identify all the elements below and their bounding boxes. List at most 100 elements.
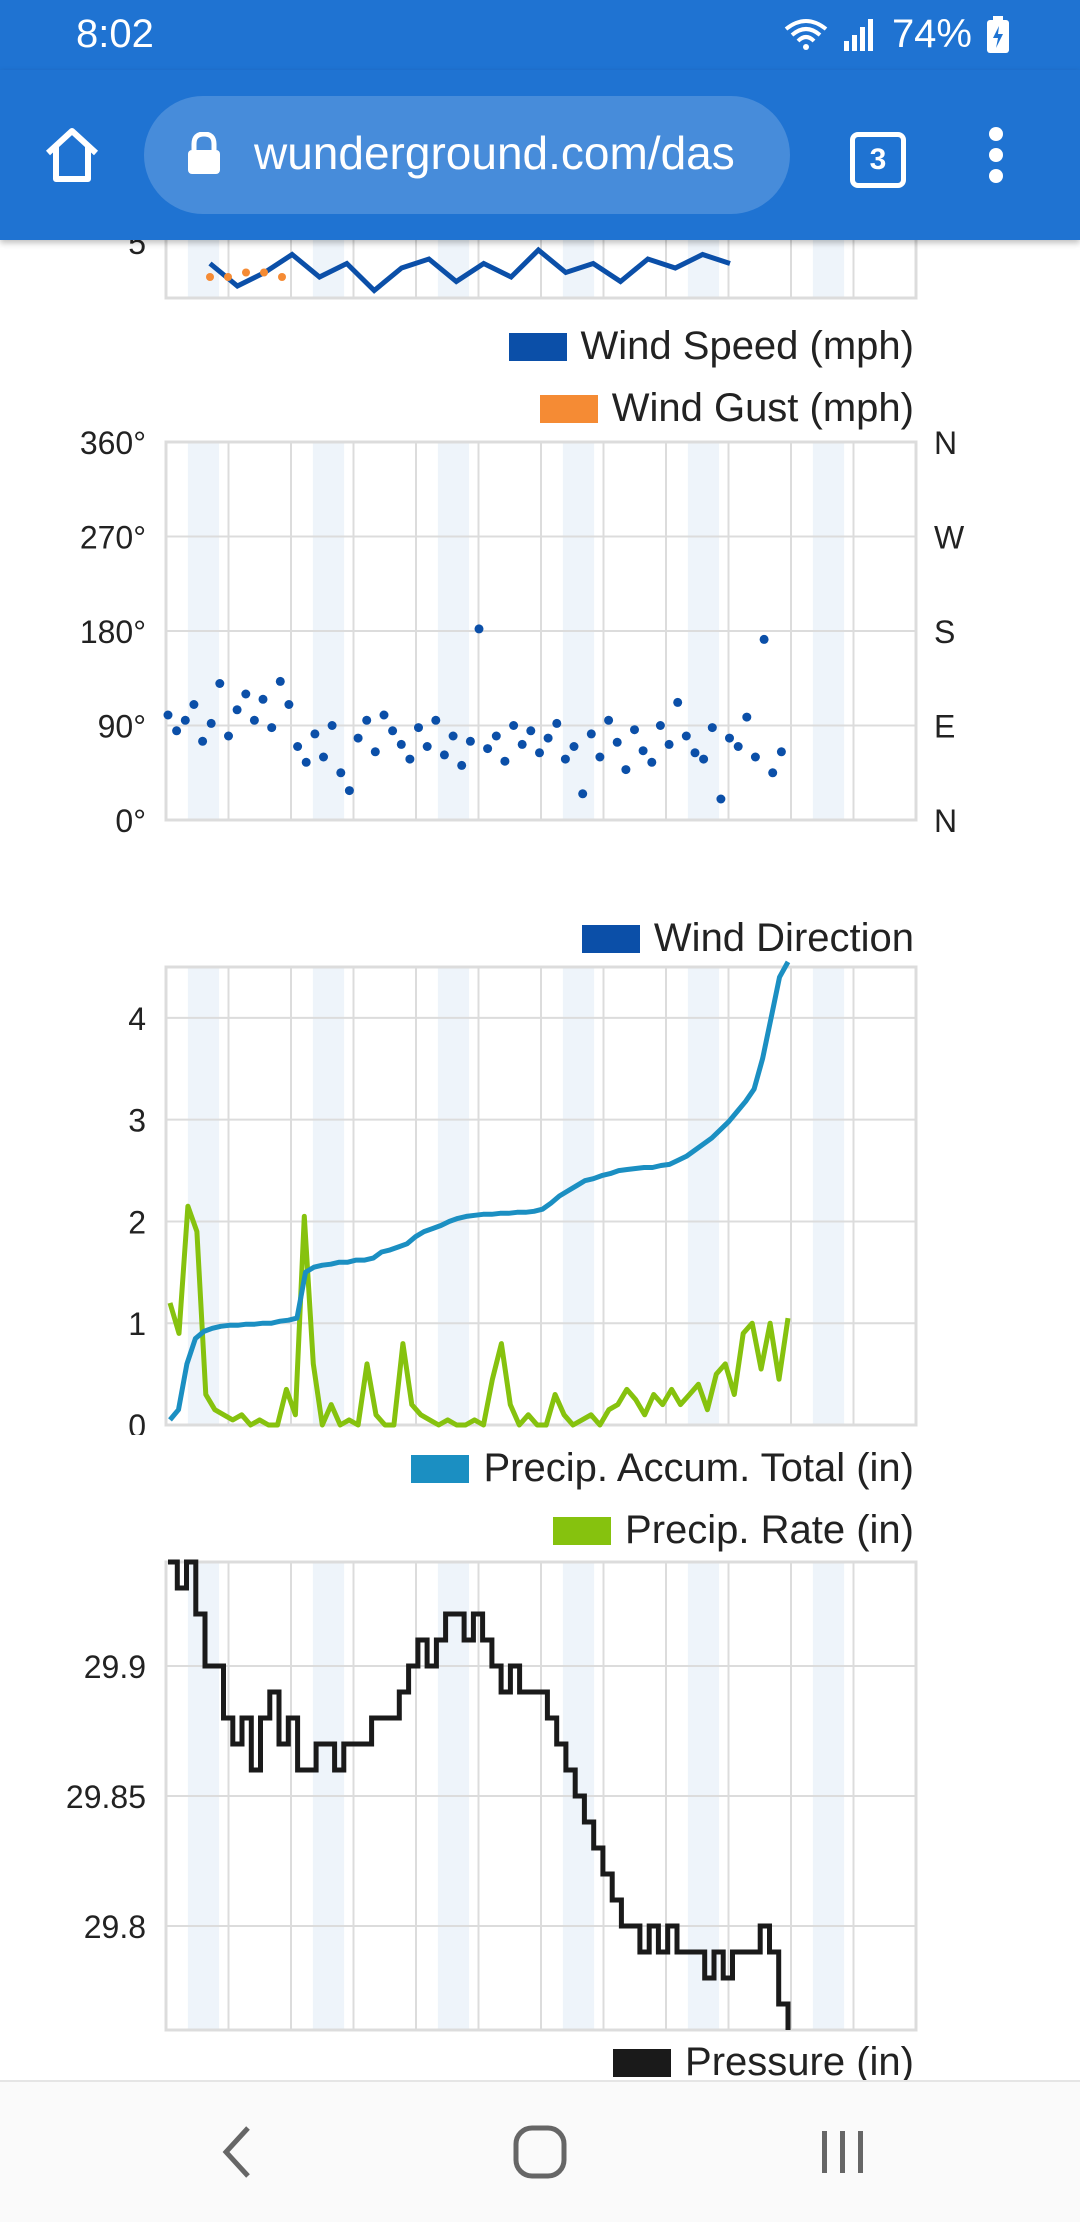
wind-dir-point [509, 721, 519, 730]
wind-dir-y-tick: 0° [115, 803, 146, 839]
wind-dir-right-tick: N [934, 430, 957, 461]
tab-switcher-button[interactable]: 3 [850, 132, 906, 188]
wind-dir-point [776, 747, 786, 757]
wind-dir-point [206, 718, 216, 728]
wind-dir-point [189, 700, 199, 709]
wind-dir-point [733, 742, 743, 751]
wind-dir-point [267, 723, 277, 733]
legend-pressure[interactable]: Pressure (in) [613, 2040, 914, 2080]
wind-dir-point [431, 715, 441, 725]
url-text[interactable]: wunderground.com/das [254, 127, 735, 179]
wind-speed-frame [164, 240, 918, 300]
precip-y-tick: 0 [128, 1408, 146, 1435]
wind-dir-point [655, 721, 665, 730]
wind-dir-point [457, 760, 467, 770]
dashboard-content[interactable]: 5 Wind Speed (mph) Wind Gust (mph) 360° N… [0, 240, 1080, 2080]
wind-direction-chart: 360° N 270° W 180° S 90° E 0° N [80, 430, 965, 839]
wind-dir-point [172, 726, 182, 736]
wind-dir-point [249, 715, 259, 725]
precip-y-tick: 4 [128, 1001, 146, 1037]
legend-precip-accum[interactable]: Precip. Accum. Total (in) [411, 1446, 914, 1491]
wind-dir-point [647, 757, 657, 767]
pressure-y-tick: 29.9 [84, 1649, 146, 1685]
wind-dir-right-tick: N [934, 803, 957, 839]
pressure-y-tick: 29.85 [66, 1779, 146, 1815]
wind-dir-point [284, 700, 294, 709]
wind-dir-point [517, 739, 527, 749]
wind-dir-point [439, 750, 449, 760]
wind-dir-point [319, 752, 328, 762]
wind-dir-point [543, 733, 553, 743]
wind-dir-point [362, 715, 372, 725]
wind-dir-point [604, 715, 614, 725]
wind-dir-point [414, 723, 423, 733]
legend-label-precip-accum: Precip. Accum. Total (in) [483, 1446, 914, 1490]
wind-dir-point [552, 718, 562, 728]
wind-gust-point [242, 268, 250, 277]
more-vert-icon[interactable] [986, 125, 1006, 185]
wind-speed-chart: 5 [128, 240, 918, 300]
precipitation-chart: 4 3 2 1 0 [128, 960, 918, 1435]
browser-toolbar: wunderground.com/das 3 [0, 70, 1080, 240]
wind-dir-point [578, 789, 588, 799]
status-bar: 8:02 74% [0, 0, 1080, 70]
battery-icon [987, 15, 1009, 53]
wind-dir-point [768, 768, 778, 778]
wind-dir-point [422, 742, 432, 751]
wind-speed-line [208, 246, 731, 294]
wind-dir-point [664, 739, 674, 749]
wind-dir-right-tick: W [934, 520, 965, 556]
wind-dir-point [699, 754, 709, 764]
precip-y-tick: 2 [128, 1204, 146, 1240]
legend-wind-gust[interactable]: Wind Gust (mph) [539, 386, 914, 431]
wind-dir-point [612, 737, 622, 747]
wind-dir-point [180, 715, 190, 725]
wind-dir-point [673, 697, 683, 707]
wind-dir-point [500, 756, 510, 766]
wind-dir-point [215, 679, 225, 688]
pressure-line [168, 1559, 791, 2030]
wind-dir-point [396, 739, 406, 749]
legend-swatch-precip-rate [553, 1516, 612, 1545]
wind-dir-point [336, 768, 346, 778]
legend-swatch-pressure [613, 2048, 672, 2077]
wind-dir-point [595, 752, 605, 762]
legend-swatch-wind-speed [508, 332, 567, 361]
wind-dir-point [526, 726, 536, 736]
wind-dir-right-tick: E [934, 709, 955, 745]
recents-icon[interactable] [818, 2127, 868, 2177]
legend-wind-direction[interactable]: Wind Direction [581, 916, 914, 961]
wind-gust-point [260, 268, 268, 277]
wind-dir-point [310, 729, 320, 739]
wind-dir-y-tick: 360° [80, 430, 146, 461]
wind-dir-point [681, 731, 691, 741]
pressure-y-tick: 29.8 [84, 1909, 146, 1945]
wind-dir-y-tick: 180° [80, 614, 146, 650]
pressure-chart: 29.9 29.85 29.8 [66, 1559, 918, 2032]
wind-dir-point [275, 676, 285, 686]
precip-rate-line [167, 1203, 791, 1428]
wind-dir-point [198, 736, 208, 746]
wind-dir-point [638, 746, 648, 756]
home-icon[interactable] [40, 123, 104, 187]
wind-dir-point [560, 754, 570, 764]
address-bar[interactable]: wunderground.com/das [144, 96, 790, 214]
legend-label-pressure: Pressure (in) [685, 2040, 914, 2080]
legend-swatch-precip-accum [411, 1454, 470, 1483]
home-nav-icon[interactable] [512, 2124, 568, 2180]
wind-dir-y-tick: 90° [98, 709, 146, 745]
legend-wind-speed[interactable]: Wind Speed (mph) [508, 324, 914, 369]
wind-dir-point [163, 710, 173, 720]
wind-dir-point [621, 765, 631, 775]
wind-dir-point [483, 744, 493, 754]
wind-dir-point [630, 725, 639, 735]
wind-dir-point [370, 747, 380, 757]
wind-speed-y-tick: 5 [128, 240, 146, 261]
legend-precip-rate[interactable]: Precip. Rate (in) [553, 1508, 914, 1553]
wind-dir-point [759, 634, 769, 644]
back-icon[interactable] [218, 2122, 258, 2182]
wind-dir-point [258, 694, 268, 704]
wind-dir-point [241, 689, 251, 699]
wind-dir-point [448, 731, 458, 741]
wind-dir-point [232, 705, 242, 715]
